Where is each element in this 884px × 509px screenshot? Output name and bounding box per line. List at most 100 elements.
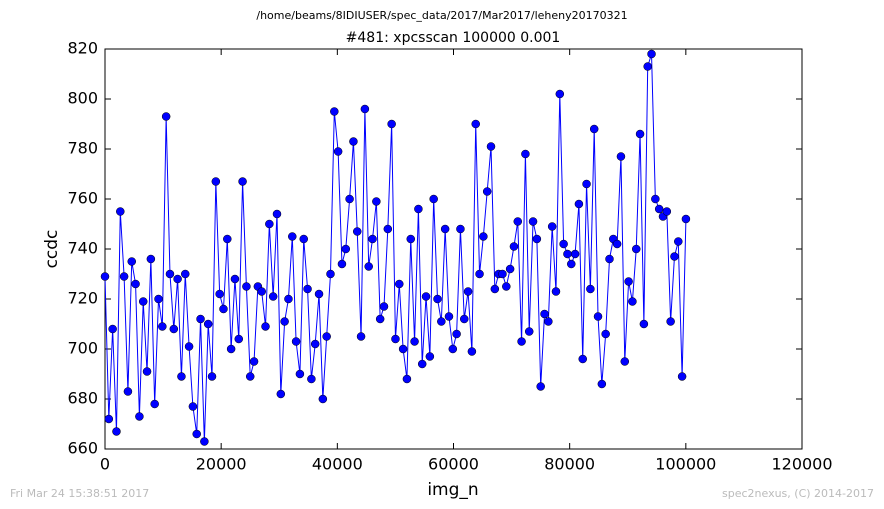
data-point (360, 104, 370, 114)
data-point (127, 257, 137, 266)
data-point (211, 177, 221, 186)
data-point (616, 152, 626, 161)
x-tick-label: 40000 (312, 455, 363, 474)
data-point (352, 227, 362, 236)
data-point (578, 354, 587, 364)
data-point (513, 217, 523, 226)
data-point (532, 234, 542, 244)
x-tick-label: 120000 (771, 455, 832, 474)
data-point (444, 312, 454, 321)
data-point (517, 337, 526, 346)
data-point (268, 292, 278, 301)
data-point (567, 259, 576, 269)
data-point (196, 314, 205, 324)
data-point (544, 317, 553, 326)
data-point (219, 304, 228, 314)
data-point (188, 402, 198, 411)
data-point (330, 107, 339, 116)
data-point (104, 414, 114, 424)
data-point (440, 224, 450, 234)
data-point (265, 219, 274, 229)
x-tick-label: 80000 (544, 455, 595, 474)
data-point (643, 62, 652, 71)
data-point (372, 197, 381, 206)
data-point (276, 389, 286, 399)
data-point (395, 279, 404, 289)
data-point (425, 352, 435, 361)
data-point (593, 312, 603, 321)
data-point (322, 332, 331, 341)
data-point (597, 379, 607, 389)
data-point (589, 124, 599, 134)
data-point (203, 319, 213, 329)
data-point (414, 204, 423, 214)
data-point (230, 274, 240, 284)
footer-left: Fri Mar 24 15:38:51 2017 (10, 487, 149, 500)
data-point (112, 427, 121, 436)
data-point (490, 284, 500, 294)
data-point (200, 437, 209, 446)
data-point (272, 209, 282, 219)
data-point (654, 204, 664, 214)
data-point (291, 337, 301, 346)
data-point (138, 297, 148, 306)
data-point (509, 242, 519, 251)
data-point (475, 269, 484, 279)
x-tick-label: 0 (100, 455, 110, 474)
data-point (146, 254, 156, 264)
data-point (100, 272, 110, 281)
data-point (662, 207, 672, 216)
data-point (437, 317, 446, 326)
data-point (547, 222, 557, 231)
data-point (242, 282, 251, 291)
data-point (467, 347, 477, 356)
data-point (119, 272, 129, 281)
suptitle: /home/beams/8IDIUSER/spec_data/2017/Mar2… (256, 9, 627, 22)
data-point (310, 339, 320, 349)
data-point (173, 274, 182, 284)
data-point (586, 284, 595, 294)
data-point (479, 232, 488, 241)
data-point (135, 412, 144, 421)
data-point (563, 249, 572, 259)
data-point (620, 357, 630, 366)
data-point (486, 142, 496, 151)
data-point (482, 187, 492, 196)
data-point (570, 249, 580, 259)
data-point (131, 279, 140, 289)
data-point (280, 317, 289, 326)
data-point (460, 314, 469, 324)
data-point (528, 217, 538, 226)
data-point (505, 264, 515, 274)
y-tick-label: 720 (67, 289, 98, 308)
data-point (364, 262, 373, 271)
data-point (624, 277, 633, 286)
data-point (417, 359, 427, 369)
data-point (303, 284, 312, 294)
data-point (410, 337, 419, 346)
data-point (238, 177, 247, 186)
y-axis-label: ccdc (42, 230, 62, 269)
data-point (406, 234, 416, 244)
data-point (429, 194, 438, 204)
data-point (574, 199, 584, 209)
data-point (123, 387, 133, 396)
data-point (307, 374, 316, 384)
data-point (379, 302, 389, 311)
data-point (647, 49, 656, 59)
data-point (284, 294, 293, 304)
x-axis-label: img_n (427, 480, 478, 500)
x-tick-label: 60000 (428, 455, 479, 474)
data-point (234, 334, 244, 344)
data-point (677, 372, 687, 381)
data-point (471, 119, 480, 129)
data-point (169, 324, 179, 334)
data-point (368, 234, 377, 244)
data-point (521, 149, 530, 159)
y-tick-label: 660 (67, 439, 98, 458)
data-point (559, 239, 568, 249)
data-point (116, 207, 125, 216)
data-point (540, 309, 549, 319)
data-point (674, 237, 683, 246)
